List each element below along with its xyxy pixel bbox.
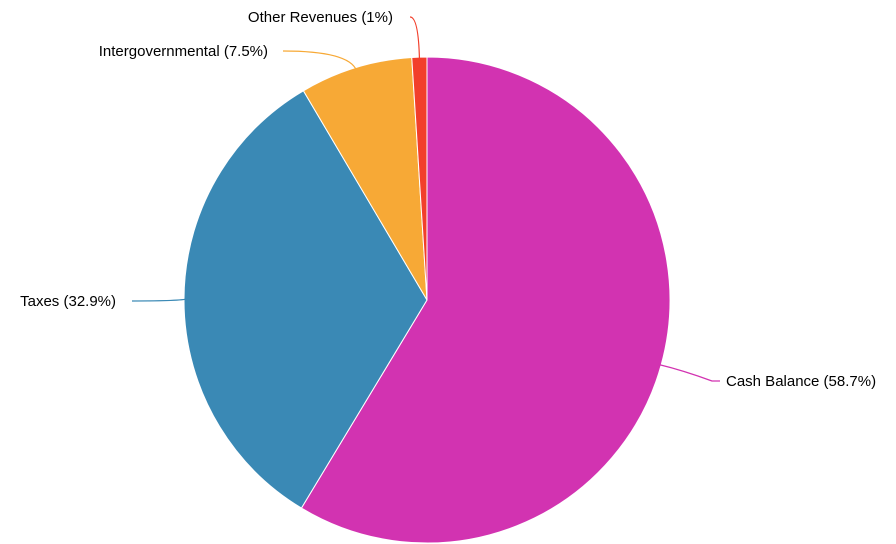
callout-line-intergovernmental: [283, 51, 357, 71]
slice-label-other-revenues: Other Revenues (1%): [248, 9, 393, 26]
callout-line-taxes: [132, 299, 187, 301]
slice-label-taxes: Taxes (32.9%): [20, 293, 116, 310]
callout-line-other-revenues: [410, 17, 419, 60]
slices-layer: [184, 57, 670, 543]
slice-label-cash-balance: Cash Balance (58.7%): [726, 373, 876, 390]
slice-label-intergovernmental: Intergovernmental (7.5%): [99, 43, 268, 60]
callout-line-cash-balance: [658, 364, 720, 381]
